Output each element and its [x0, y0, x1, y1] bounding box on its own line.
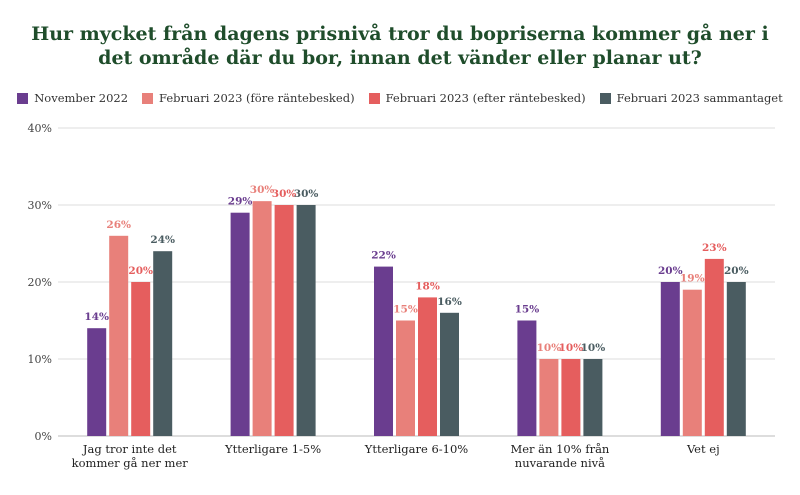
- legend-item-feb-2023-efter: Februari 2023 (efter räntebesked): [368, 91, 586, 105]
- x-category-label: Jag tror inte det: [82, 442, 177, 456]
- data-label: 15%: [393, 304, 418, 316]
- data-label: 23%: [702, 242, 727, 254]
- data-label: 30%: [294, 188, 319, 200]
- bar: [583, 359, 603, 436]
- bar: [418, 297, 437, 436]
- data-label: 19%: [680, 273, 705, 285]
- legend-swatch: [368, 92, 380, 104]
- data-label: 30%: [250, 184, 275, 196]
- y-tick-label: 20%: [28, 276, 52, 289]
- bar: [517, 320, 537, 436]
- x-category-label: Mer än 10% från: [510, 442, 609, 456]
- bar: [230, 212, 250, 436]
- bar: [274, 205, 294, 436]
- data-label: 10%: [537, 342, 562, 354]
- legend-swatch: [142, 92, 154, 104]
- x-category-label: Ytterligare 1-5%: [224, 442, 321, 456]
- bar: [726, 282, 746, 436]
- x-category-label: nuvarande nivå: [515, 456, 605, 470]
- bar: [682, 289, 702, 436]
- legend-item-feb-2023-sammantaget: Februari 2023 sammantaget: [599, 91, 783, 105]
- y-tick-label: 10%: [28, 353, 52, 366]
- legend-swatch: [17, 92, 29, 104]
- chart-title: Hur mycket från dagens prisnivå tror du …: [0, 22, 800, 70]
- bar: [561, 359, 581, 436]
- y-tick-label: 40%: [28, 122, 52, 135]
- bar: [704, 258, 724, 436]
- x-category-label: Vet ej: [686, 442, 720, 456]
- x-category-label: kommer gå ner mer: [72, 456, 189, 470]
- bar: [660, 282, 680, 436]
- legend: November 2022 Februari 2023 (före ränteb…: [0, 91, 800, 105]
- data-label: 26%: [106, 219, 131, 231]
- chart-title-line-1: Hur mycket från dagens prisnivå tror du …: [31, 23, 769, 45]
- bar: [374, 266, 393, 436]
- bar: [440, 312, 459, 436]
- legend-swatch: [599, 92, 611, 104]
- bar: [252, 201, 272, 436]
- data-label: 20%: [658, 265, 683, 277]
- data-label: 22%: [371, 250, 396, 262]
- y-tick-label: 0%: [35, 430, 52, 443]
- bar: [109, 235, 129, 436]
- data-label: 20%: [128, 265, 153, 277]
- legend-item-feb-2023-fore: Februari 2023 (före räntebesked): [142, 91, 355, 105]
- legend-label: Februari 2023 (före räntebesked): [159, 91, 355, 105]
- bar: [396, 320, 415, 436]
- y-tick-label: 30%: [28, 199, 52, 212]
- chart-title-line-2: det område där du bor, innan det vänder …: [98, 47, 702, 69]
- data-label: 14%: [84, 311, 109, 323]
- data-label: 24%: [150, 234, 175, 246]
- data-label: 20%: [724, 265, 749, 277]
- bar: [87, 328, 107, 436]
- bar: [296, 205, 316, 436]
- legend-item-november-2022: November 2022: [17, 91, 128, 105]
- bar: [539, 359, 559, 436]
- data-label: 29%: [228, 196, 253, 208]
- bar: [131, 282, 151, 436]
- legend-label: Februari 2023 (efter räntebesked): [385, 91, 586, 105]
- x-category-label: Ytterligare 6-10%: [364, 442, 469, 456]
- data-label: 18%: [415, 280, 440, 292]
- bar: [153, 251, 173, 436]
- data-label: 15%: [515, 304, 540, 316]
- data-label: 10%: [559, 342, 584, 354]
- legend-label: November 2022: [34, 91, 129, 105]
- legend-label: Februari 2023 sammantaget: [616, 91, 783, 105]
- data-label: 30%: [272, 188, 297, 200]
- data-label: 16%: [437, 296, 462, 308]
- data-label: 10%: [581, 342, 606, 354]
